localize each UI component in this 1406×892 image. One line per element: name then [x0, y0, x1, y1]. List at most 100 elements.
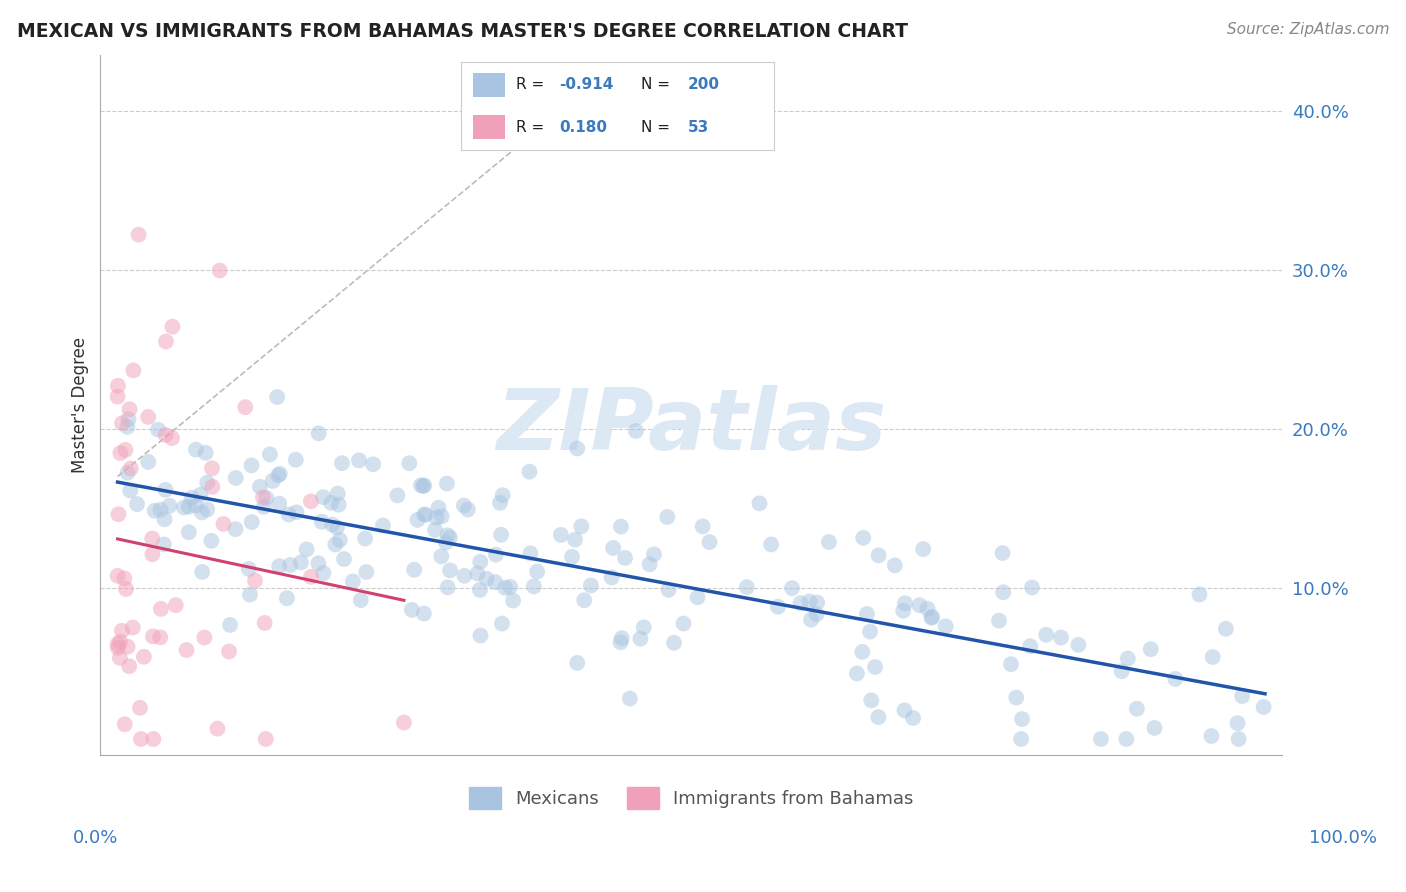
Point	[149, 502, 172, 516]
Point	[219, 618, 242, 632]
Point	[436, 580, 458, 594]
Point	[692, 519, 714, 533]
Point	[519, 546, 541, 560]
Point	[155, 428, 177, 442]
Point	[239, 588, 262, 602]
Point	[628, 632, 651, 646]
Point	[856, 607, 879, 621]
Point	[434, 535, 457, 549]
Point	[252, 490, 274, 504]
Point	[672, 616, 695, 631]
Point	[851, 645, 873, 659]
Point	[1227, 731, 1250, 746]
Point	[1226, 716, 1249, 731]
Point	[225, 522, 247, 536]
Point	[207, 722, 229, 736]
Point	[491, 616, 513, 631]
Point	[136, 455, 159, 469]
Point	[107, 507, 129, 521]
Point	[413, 508, 436, 522]
Point	[308, 426, 330, 441]
Point	[141, 532, 163, 546]
Point	[436, 476, 458, 491]
Point	[342, 574, 364, 589]
Point	[883, 558, 905, 573]
Point	[191, 565, 214, 579]
Point	[121, 621, 143, 635]
Point	[193, 631, 215, 645]
Point	[392, 715, 415, 730]
Point	[120, 483, 142, 498]
Point	[1126, 702, 1149, 716]
Point	[412, 479, 434, 493]
Point	[129, 701, 152, 715]
Point	[155, 483, 177, 497]
Point	[284, 452, 307, 467]
Point	[328, 498, 350, 512]
Point	[638, 558, 661, 572]
Point	[350, 593, 373, 607]
Point	[125, 497, 148, 511]
Point	[114, 717, 136, 731]
Point	[457, 502, 479, 516]
Point	[278, 558, 301, 572]
Point	[155, 334, 177, 349]
Point	[208, 263, 231, 277]
Point	[141, 547, 163, 561]
Point	[401, 603, 423, 617]
Point	[266, 390, 288, 404]
Point	[806, 595, 828, 609]
Point	[128, 227, 150, 242]
Point	[852, 531, 875, 545]
Point	[149, 602, 172, 616]
Point	[254, 731, 277, 746]
Point	[609, 635, 631, 649]
Point	[142, 629, 165, 643]
Point	[574, 593, 596, 607]
Point	[162, 319, 184, 334]
Point	[118, 659, 141, 673]
Point	[406, 513, 429, 527]
Point	[398, 456, 420, 470]
Point	[868, 710, 890, 724]
Point	[921, 611, 943, 625]
Point	[371, 518, 394, 533]
Point	[111, 416, 134, 430]
Point	[519, 465, 541, 479]
Point	[112, 571, 135, 585]
Point	[863, 660, 886, 674]
Point	[657, 510, 679, 524]
Point	[1115, 731, 1137, 746]
Point	[1143, 721, 1166, 735]
Point	[115, 582, 138, 596]
Point	[908, 598, 931, 612]
Point	[218, 644, 240, 658]
Point	[111, 624, 134, 638]
Point	[118, 402, 141, 417]
Point	[299, 570, 322, 584]
Point	[489, 496, 512, 510]
Point	[184, 499, 207, 513]
Legend: Mexicans, Immigrants from Bahamas: Mexicans, Immigrants from Bahamas	[461, 780, 921, 816]
Point	[290, 556, 312, 570]
Point	[117, 640, 139, 654]
Point	[425, 510, 447, 524]
Point	[1021, 581, 1043, 595]
Point	[991, 546, 1014, 560]
Point	[333, 552, 356, 566]
Point	[610, 631, 633, 645]
Point	[1011, 712, 1033, 726]
Point	[120, 461, 142, 475]
Point	[1188, 587, 1211, 601]
Point	[153, 512, 176, 526]
Point	[935, 619, 957, 633]
Point	[1253, 700, 1275, 714]
Point	[180, 491, 202, 505]
Point	[153, 537, 176, 551]
Point	[177, 525, 200, 540]
Point	[430, 549, 453, 564]
Point	[453, 569, 475, 583]
Point	[453, 499, 475, 513]
Point	[699, 535, 721, 549]
Point	[149, 631, 172, 645]
